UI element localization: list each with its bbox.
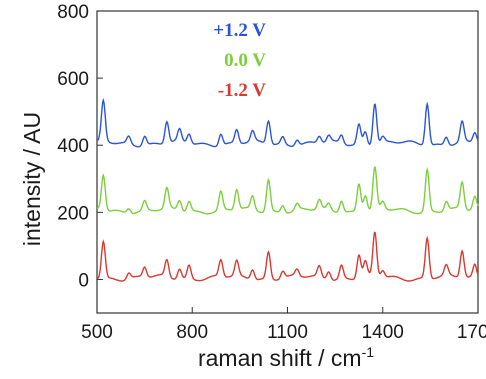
y-tick-label: 400 — [57, 136, 89, 157]
series-layer — [96, 97, 479, 282]
x-tick-label: 1400 — [362, 322, 404, 343]
series-line — [96, 166, 479, 215]
x-tick-label: 800 — [176, 322, 208, 343]
x-tick-label: 1100 — [267, 322, 308, 343]
legend: +1.2 V 0.0 V -1.2 V — [213, 20, 266, 101]
plot-border — [96, 10, 479, 314]
legend-entry: 0.0 V — [224, 50, 266, 71]
y-tick-label: 600 — [57, 69, 89, 90]
series-line — [96, 231, 479, 282]
legend-entry: +1.2 V — [213, 20, 266, 41]
y-tick-label: 800 — [57, 2, 89, 23]
y-axis-label: intensity / AU — [19, 112, 45, 246]
x-axis-label-superscript: -1 — [362, 344, 375, 360]
x-axis-label-text: raman shift / cm — [198, 345, 362, 371]
legend-entry: -1.2 V — [218, 80, 266, 101]
plot-frame — [96, 10, 479, 314]
x-tick-label: 500 — [81, 322, 113, 343]
x-axis-label: raman shift / cm-1 — [198, 344, 374, 371]
series-line — [96, 97, 479, 148]
y-tick-label: 0 — [78, 270, 89, 291]
y-tick-label: 200 — [57, 203, 89, 224]
